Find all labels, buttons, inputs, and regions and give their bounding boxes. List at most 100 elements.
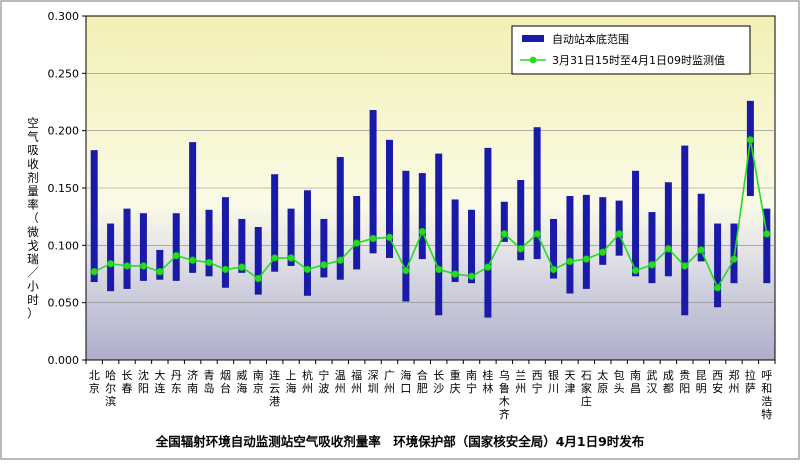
x-tick-label: 福州 xyxy=(351,368,362,395)
x-tick-label-char: 呼 xyxy=(761,369,772,382)
x-tick-label-char: 拉 xyxy=(745,368,756,382)
x-tick-label: 天津 xyxy=(564,369,575,395)
x-tick-label: 昆明 xyxy=(696,369,707,395)
measurement-point xyxy=(270,254,279,262)
x-tick-label: 石家庄 xyxy=(581,369,592,408)
x-tick-label: 西宁 xyxy=(532,369,543,395)
measurement-point xyxy=(599,248,607,256)
range-bar xyxy=(139,213,147,281)
range-bar xyxy=(418,173,426,260)
x-tick-label: 郑州 xyxy=(728,368,739,395)
measurement-point xyxy=(90,268,98,276)
x-tick-label-char: 州 xyxy=(515,382,526,395)
x-tick-label: 长春 xyxy=(122,369,133,395)
x-tick-label-char: 上 xyxy=(286,369,297,382)
x-tick-label-char: 尔 xyxy=(105,382,116,395)
x-tick-label: 北京 xyxy=(89,369,100,395)
x-axis: 北京哈尔滨长春沈阳大连丹东济南青岛烟台威海南京连云港上海杭州宁波温州福州深圳广州… xyxy=(85,360,776,421)
range-bar xyxy=(303,190,311,296)
x-tick-label: 连云港 xyxy=(269,369,280,408)
measurement-line xyxy=(90,136,771,292)
range-bar xyxy=(353,196,361,270)
x-tick-label-char: 西 xyxy=(532,369,543,382)
measurement-point xyxy=(287,254,295,262)
x-tick-label: 宁波 xyxy=(318,368,329,395)
x-tick-label-char: 齐 xyxy=(499,407,510,421)
measurement-point xyxy=(549,265,558,274)
y-axis-label-char: 时 xyxy=(27,293,39,307)
x-tick-label-char: 乌 xyxy=(499,368,510,382)
x-tick-label-char: 长 xyxy=(122,369,133,382)
x-tick-label: 贵阳 xyxy=(679,369,690,395)
x-tick-label-char: 州 xyxy=(728,382,739,395)
x-tick-label-char: 津 xyxy=(564,382,575,395)
x-tick-label-char: 哈 xyxy=(105,369,116,382)
measurement-point xyxy=(681,262,689,270)
measurement-point xyxy=(730,255,738,263)
x-tick-label-char: 郑 xyxy=(728,368,739,382)
x-tick-label-char: 家 xyxy=(581,381,592,395)
y-axis-label-char: ） xyxy=(27,306,39,320)
x-tick-label: 上海 xyxy=(286,369,297,395)
measurement-point xyxy=(205,258,213,267)
range-bar xyxy=(632,170,640,277)
x-tick-label: 哈尔滨 xyxy=(105,369,116,408)
x-tick-label-char: 昌 xyxy=(630,382,641,395)
range-bar xyxy=(582,194,590,289)
measurement-point xyxy=(615,230,623,238)
x-tick-label: 深圳 xyxy=(368,369,379,395)
x-tick-label-char: 连 xyxy=(269,369,280,382)
measurement-point xyxy=(517,245,525,253)
range-bar xyxy=(189,142,197,273)
x-tick-label-char: 台 xyxy=(220,381,231,395)
measurement-point xyxy=(631,266,640,275)
range-bar xyxy=(533,127,541,260)
range-bar xyxy=(714,223,722,308)
measurement-point xyxy=(385,233,394,242)
measurement-point xyxy=(254,274,262,283)
x-tick-label-char: 兰 xyxy=(515,369,526,382)
x-tick-label: 银川 xyxy=(548,368,559,395)
range-bar xyxy=(500,201,508,242)
x-tick-label-char: 庄 xyxy=(581,394,592,408)
x-tick-label-char: 桂 xyxy=(482,368,493,382)
range-bar xyxy=(254,226,262,295)
x-tick-label-char: 头 xyxy=(614,382,625,395)
x-tick-label: 长沙 xyxy=(433,369,444,395)
measurement-point xyxy=(320,261,328,269)
x-tick-label: 温州 xyxy=(335,369,346,395)
x-tick-label: 南京 xyxy=(253,369,264,395)
range-bar xyxy=(550,218,558,279)
y-tick-label: 0.100 xyxy=(48,239,80,252)
measurement-point xyxy=(435,265,443,274)
range-bar xyxy=(156,249,164,280)
x-tick-label-char: 原 xyxy=(597,382,608,395)
measurement-point xyxy=(352,239,361,247)
range-bar xyxy=(435,153,443,316)
measurement-point xyxy=(467,272,476,280)
x-tick-label-char: 萨 xyxy=(745,382,756,395)
range-bar xyxy=(385,139,393,258)
x-tick-label: 呼和浩特 xyxy=(761,369,772,421)
x-tick-label-char: 庆 xyxy=(450,381,461,395)
legend-swatch-point xyxy=(529,56,537,64)
x-tick-label-char: 广 xyxy=(384,369,395,382)
measurement-point xyxy=(369,234,377,243)
x-tick-label-char: 长 xyxy=(433,369,444,382)
x-tick-label-char: 春 xyxy=(122,382,133,395)
x-tick-label-char: 宁 xyxy=(318,368,329,382)
range-bar xyxy=(697,193,705,262)
x-tick-label-char: 波 xyxy=(318,382,329,395)
measurement-point xyxy=(451,270,459,278)
x-tick-label-char: 圳 xyxy=(368,382,379,395)
x-tick-label-char: 贵 xyxy=(679,369,690,382)
x-tick-label-char: 口 xyxy=(400,382,411,395)
x-tick-label-char: 丹 xyxy=(171,369,182,382)
y-axis-label-char: 收 xyxy=(27,157,39,171)
x-tick-label-char: 福 xyxy=(351,368,362,382)
x-tick-label-char: 宁 xyxy=(466,381,477,395)
x-tick-label-char: 银 xyxy=(548,368,559,382)
range-bar xyxy=(402,170,410,302)
